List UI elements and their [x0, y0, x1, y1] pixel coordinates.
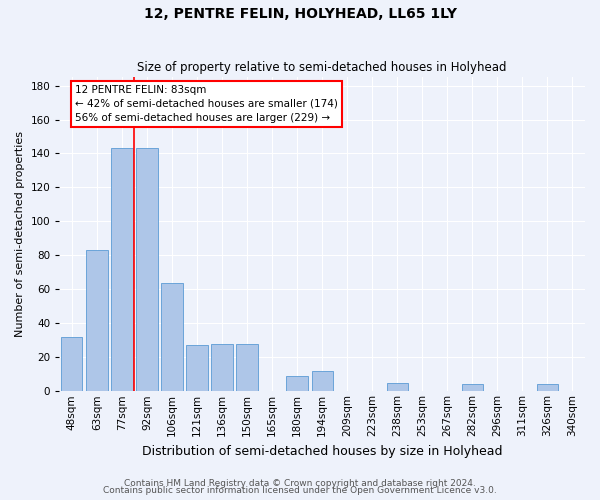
Bar: [61, 337, 82, 392]
Title: Size of property relative to semi-detached houses in Holyhead: Size of property relative to semi-detach…: [137, 62, 507, 74]
Bar: [537, 384, 558, 392]
Bar: [211, 344, 233, 392]
Bar: [136, 148, 158, 392]
Bar: [286, 376, 308, 392]
Text: Contains public sector information licensed under the Open Government Licence v3: Contains public sector information licen…: [103, 486, 497, 495]
Bar: [111, 148, 133, 392]
Text: 12, PENTRE FELIN, HOLYHEAD, LL65 1LY: 12, PENTRE FELIN, HOLYHEAD, LL65 1LY: [143, 8, 457, 22]
Text: 12 PENTRE FELIN: 83sqm
← 42% of semi-detached houses are smaller (174)
56% of se: 12 PENTRE FELIN: 83sqm ← 42% of semi-det…: [75, 85, 338, 123]
Bar: [386, 383, 408, 392]
X-axis label: Distribution of semi-detached houses by size in Holyhead: Distribution of semi-detached houses by …: [142, 444, 502, 458]
Bar: [187, 346, 208, 392]
Bar: [161, 282, 182, 392]
Bar: [462, 384, 483, 392]
Bar: [86, 250, 107, 392]
Bar: [311, 371, 333, 392]
Bar: [236, 344, 258, 392]
Y-axis label: Number of semi-detached properties: Number of semi-detached properties: [15, 131, 25, 337]
Text: Contains HM Land Registry data © Crown copyright and database right 2024.: Contains HM Land Registry data © Crown c…: [124, 478, 476, 488]
